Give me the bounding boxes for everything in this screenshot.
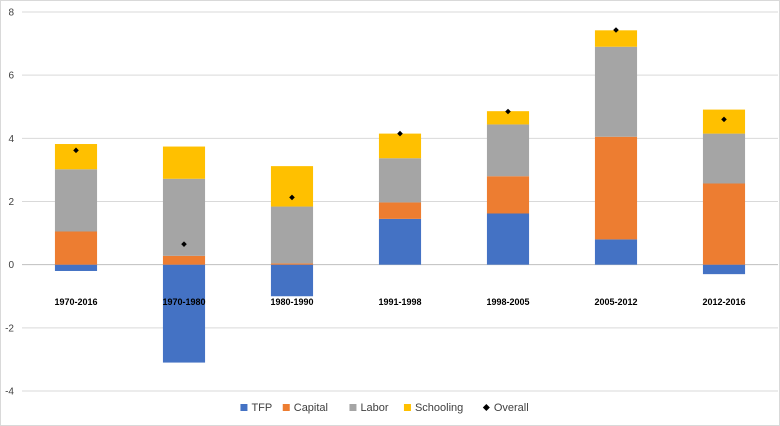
bar-tfp-1998-2005 [486,213,530,265]
bar-schooling-1980-1990 [270,166,314,207]
bar-labor-1998-2005 [486,124,530,177]
bar-labor-1991-1998 [378,158,422,203]
overall-marker-1980-1990 [289,194,295,201]
bar-schooling-1970-1980 [162,146,206,179]
overall-marker-1998-2005 [505,108,511,115]
y-tick-label: -4 [5,387,14,398]
bar-tfp-1970-2016 [54,264,98,271]
x-category-label: 2012-2016 [702,297,745,307]
legend-item-labor: Labor [349,402,389,414]
x-category-label: 1980-1990 [270,297,313,307]
legend-swatch [282,404,290,411]
overall-markers [73,27,727,247]
bar-tfp-2005-2012 [594,239,638,265]
bar-labor-2005-2012 [594,46,638,137]
y-tick-label: 4 [8,134,14,145]
bar-tfp-2012-2016 [702,264,746,275]
legend-item-schooling: Schooling [403,402,463,414]
bar-capital-1980-1990 [270,263,314,265]
bar-schooling-1991-1998 [378,133,422,159]
x-category-label: 2005-2012 [594,297,637,307]
y-tick-label: 0 [8,260,14,271]
bar-tfp-1980-1990 [270,264,314,297]
bar-capital-2005-2012 [594,136,638,240]
legend-label: Capital [294,402,328,414]
legend-item-tfp: TFP [240,402,272,414]
legend-swatch [403,404,411,411]
y-tick-label: -2 [5,323,14,334]
overall-marker-2012-2016 [721,116,727,123]
y-tick-label: 6 [8,71,14,82]
legend-label: Overall [494,402,529,414]
x-category-label: 1970-1980 [162,297,205,307]
bar-capital-1970-1980 [162,255,206,265]
overall-marker-1970-2016 [73,147,79,154]
legend: TFP Capital Labor Schooling Overall [240,402,529,414]
y-tick-label: 8 [8,8,14,19]
bar-capital-2012-2016 [702,183,746,265]
bar-labor-2012-2016 [702,133,746,184]
bar-tfp-1970-1980 [162,264,206,363]
bar-schooling-1998-2005 [486,111,530,125]
legend-label: Labor [360,402,388,414]
bar-tfp-1991-1998 [378,218,422,265]
legend-item-overall: Overall [482,402,529,414]
bar-labor-1980-1990 [270,206,314,264]
bar-schooling-2005-2012 [594,30,638,47]
bar-labor-1970-2016 [54,169,98,232]
legend-item-capital: Capital [282,402,328,414]
category-labels: 1970-2016 1970-1980 1980-1990 1991-1998 1998… [54,297,745,307]
bar-capital-1970-2016 [54,231,98,265]
x-category-label: 1998-2005 [486,297,529,307]
x-category-label: 1991-1998 [378,297,421,307]
legend-swatch [482,404,490,411]
bar-capital-1998-2005 [486,176,530,214]
legend-label: Schooling [415,402,463,414]
legend-swatch [349,404,357,411]
y-tick-label: 2 [8,197,14,208]
overall-marker-2005-2012 [613,27,619,33]
bar-capital-1991-1998 [378,202,422,219]
bars [54,30,746,363]
overall-marker-1970-1980 [181,241,187,247]
legend-label: TFP [251,402,272,414]
y-axis: -4 -2 0 2 4 6 8 [5,8,14,398]
x-category-label: 1970-2016 [54,297,97,307]
legend-swatch [240,404,248,411]
overall-marker-1991-1998 [397,130,403,137]
